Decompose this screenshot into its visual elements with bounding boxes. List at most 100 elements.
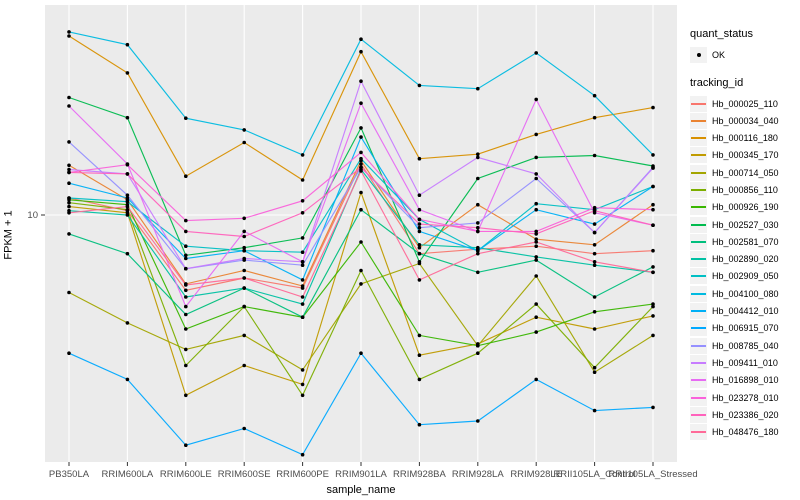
x-tick-label: RRIM928BA	[393, 469, 446, 480]
legend-items: Hb_000025_110 Hb_000034_040 Hb_000116_180 H…	[690, 95, 798, 441]
data-points	[67, 30, 655, 457]
legend-item-Hb_016898_010: Hb_016898_010	[690, 372, 798, 389]
line-swatch-color	[691, 431, 706, 434]
legend-item-label: Hb_000345_170	[712, 150, 779, 161]
legend-item-label: Hb_023386_020	[712, 409, 779, 420]
point-marker-key	[690, 46, 707, 63]
legend-item-Hb_000714_050: Hb_000714_050	[690, 164, 798, 181]
legend-quant-status: quant_status OK	[690, 28, 798, 63]
line-swatch-color	[691, 206, 706, 209]
line-swatch-color	[691, 240, 706, 243]
legend-item-label: Hb_023278_010	[712, 392, 779, 403]
legend-item-label: Hb_008785_040	[712, 340, 779, 351]
legend-item-Hb_023386_020: Hb_023386_020	[690, 406, 798, 423]
legend-item-label: Hb_002909_050	[712, 271, 779, 282]
line-swatch-color	[691, 171, 706, 174]
legend-item-label: Hb_004100_080	[712, 288, 779, 299]
y-axis-title: FPKM + 1	[3, 210, 15, 260]
line-swatch	[690, 130, 707, 147]
legend-item-Hb_009411_010: Hb_009411_010	[690, 354, 798, 371]
line-swatch-color	[691, 292, 706, 295]
line-swatch-color	[691, 344, 706, 347]
legend-item-Hb_002581_070: Hb_002581_070	[690, 233, 798, 250]
legend-item-label: Hb_002581_070	[712, 236, 779, 247]
legend-item-Hb_004412_010: Hb_004412_010	[690, 303, 798, 320]
line-swatch	[690, 268, 707, 285]
line-swatch	[690, 320, 707, 337]
line-swatch-color	[691, 275, 706, 278]
line-swatch-color	[691, 154, 706, 157]
x-tick-label: RRIM928LA	[452, 469, 504, 480]
legend-item-Hb_002909_050: Hb_002909_050	[690, 268, 798, 285]
x-tick-label: PB350LA	[49, 469, 90, 480]
legend-tracking-id: tracking_id Hb_000025_110 Hb_000034_040 Hb…	[690, 77, 798, 441]
line-swatch-color	[691, 223, 706, 226]
legend-item-label: Hb_048476_180	[712, 427, 779, 438]
line-swatch-color	[691, 258, 706, 261]
legend-item-label: Hb_000025_110	[712, 98, 778, 109]
line-swatch	[690, 389, 707, 406]
legend-item-Hb_008785_040: Hb_008785_040	[690, 337, 798, 354]
line-swatch	[690, 216, 707, 233]
legend-item-label: Hb_000926_190	[712, 202, 779, 213]
line-swatch	[690, 424, 707, 441]
line-swatch-color	[691, 379, 706, 382]
line-swatch-color	[691, 137, 706, 140]
x-tick-label: RRIM600LA	[102, 469, 154, 480]
legend-title-quant-status: quant_status	[690, 28, 753, 40]
line-swatch	[690, 354, 707, 371]
line-swatch	[690, 112, 707, 129]
line-swatch	[690, 372, 707, 389]
y-tick-label: 10	[27, 210, 38, 221]
x-tick-label: RRIM600SE	[218, 469, 271, 480]
legend-item-label: Hb_016898_010	[712, 375, 779, 386]
line-swatch-color	[691, 413, 706, 416]
line-swatch	[690, 233, 707, 250]
legend-item-label: Hb_000034_040	[712, 115, 779, 126]
line-swatch-color	[691, 310, 706, 313]
legend-item-label: Hb_000116_180	[712, 133, 778, 144]
legend-item-label: Hb_000714_050	[712, 167, 779, 178]
legend-item-label: Hb_002527_030	[712, 219, 779, 230]
x-tick-label: RRII105LA_Stressed	[608, 469, 697, 480]
legend-item-Hb_006915_070: Hb_006915_070	[690, 320, 798, 337]
line-swatch	[690, 164, 707, 181]
line-swatch	[690, 199, 707, 216]
legend-item-Hb_002527_030: Hb_002527_030	[690, 216, 798, 233]
x-tick-label: RRII105LA_Control	[553, 469, 635, 480]
axis-ticks: PB350LA RRIM600LA RRIM600LE RRIM600SE RRIM60…	[27, 210, 697, 480]
legend-item-label: OK	[712, 49, 726, 60]
legend-item-label: Hb_009411_010	[712, 357, 778, 368]
legend-item-Hb_000345_170: Hb_000345_170	[690, 147, 798, 164]
legend-item-Hb_048476_180: Hb_048476_180	[690, 424, 798, 441]
line-swatch-color	[691, 396, 706, 399]
line-swatch-color	[691, 327, 706, 330]
line-swatch-color	[691, 102, 706, 105]
line-swatch	[690, 285, 707, 302]
legend-item-Hb_000926_190: Hb_000926_190	[690, 199, 798, 216]
legend-item-Hb_023278_010: Hb_023278_010	[690, 389, 798, 406]
line-swatch	[690, 406, 707, 423]
legend-item-label: Hb_000856_110	[712, 184, 778, 195]
line-swatch	[690, 147, 707, 164]
line-swatch	[690, 303, 707, 320]
legend-item-label: Hb_006915_070	[712, 323, 779, 334]
legend-item-Hb_004100_080: Hb_004100_080	[690, 285, 798, 302]
x-tick-label: RRIM901LA	[335, 469, 387, 480]
legend-item-Hb_000856_110: Hb_000856_110	[690, 181, 798, 198]
x-tick-label: RRIM600LE	[160, 469, 212, 480]
x-tick-label: RRIM600PE	[276, 469, 329, 480]
line-swatch-color	[691, 361, 706, 364]
x-tick-label: RRIM928LE	[510, 469, 562, 480]
line-swatch	[690, 337, 707, 354]
x-axis-title: sample_name	[326, 484, 396, 496]
line-swatch	[690, 181, 707, 198]
legend-item-ok: OK	[690, 46, 798, 63]
line-swatch	[690, 251, 707, 268]
legend: quant_status OK tracking_id Hb_000025_11…	[690, 28, 798, 455]
legend-item-label: Hb_002890_020	[712, 254, 779, 265]
line-swatch-color	[691, 119, 706, 122]
point-icon	[696, 52, 701, 57]
